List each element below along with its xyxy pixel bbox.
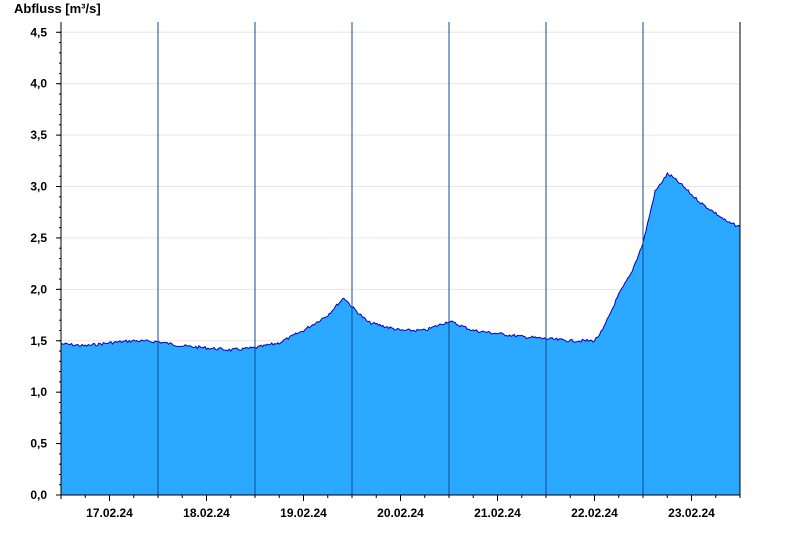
y-tick-label: 4,5 <box>30 25 47 39</box>
y-tick-label: 3,0 <box>30 180 47 194</box>
y-tick-label: 2,0 <box>30 282 47 296</box>
x-tick-label: 23.02.24 <box>668 506 715 520</box>
y-axis-ticks: 0,0 0,5 1,0 1,5 2,0 2,5 3,0 3,5 4,0 4,5 <box>30 25 61 502</box>
y-axis-label: Abfluss [m³/s] <box>14 1 101 16</box>
y-tick-label: 4,0 <box>30 77 47 91</box>
x-tick-label: 21.02.24 <box>474 506 521 520</box>
discharge-line <box>60 171 741 352</box>
y-tick-label: 2,5 <box>30 231 47 245</box>
x-tick-label: 18.02.24 <box>183 506 230 520</box>
x-tick-label: 20.02.24 <box>377 506 424 520</box>
y-tick-label: 0,0 <box>30 488 47 502</box>
y-tick-label: 0,5 <box>30 437 47 451</box>
x-tick-label: 22.02.24 <box>571 506 618 520</box>
x-tick-label: 19.02.24 <box>280 506 327 520</box>
x-tick-label: 17.02.24 <box>86 506 133 520</box>
y-tick-label: 1,0 <box>30 385 47 399</box>
discharge-area <box>61 173 740 495</box>
y-tick-label: 1,5 <box>30 334 47 348</box>
y-tick-label: 3,5 <box>30 128 47 142</box>
x-axis-ticks: 17.02.24 18.02.24 19.02.24 20.02.24 21.02.24… <box>60 495 741 520</box>
